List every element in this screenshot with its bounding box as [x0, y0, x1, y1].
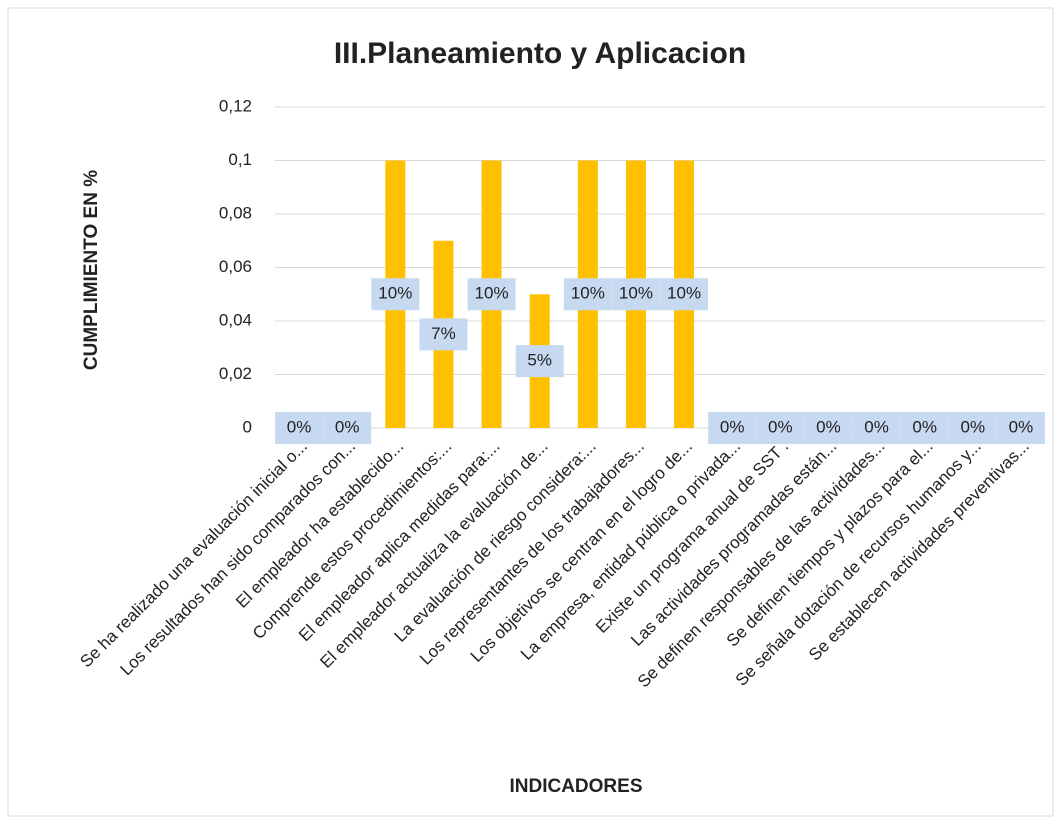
y-tick-label: 0,08: [219, 203, 252, 222]
data-label: 10%: [571, 284, 605, 303]
data-label: 10%: [667, 284, 701, 303]
data-label-box: [611, 278, 660, 311]
data-label-box: [660, 278, 709, 311]
data-label: 0%: [287, 417, 312, 436]
y-tick-label: 0,04: [219, 310, 252, 329]
data-label-box: [323, 412, 372, 444]
y-tick-label: 0,1: [228, 150, 252, 169]
data-label: 10%: [475, 284, 509, 303]
data-label: 0%: [1009, 417, 1034, 436]
data-label: 0%: [816, 417, 841, 436]
data-label: 0%: [720, 417, 745, 436]
data-label: 0%: [335, 417, 360, 436]
chart-title: III.Planeamiento y Aplicacion: [334, 37, 746, 70]
x-axis-label: INDICADORES: [509, 776, 642, 797]
data-label: 0%: [864, 417, 889, 436]
data-label-box: [900, 412, 949, 444]
data-label-box: [515, 345, 564, 378]
y-axis-label: CUMPLIMIENTO EN %: [81, 170, 102, 370]
data-label-box: [275, 412, 324, 444]
y-tick-label: 0,06: [219, 257, 252, 276]
data-label-box: [804, 412, 853, 444]
data-label: 0%: [961, 417, 986, 436]
data-label: 5%: [527, 351, 552, 370]
data-label: 10%: [378, 284, 412, 303]
data-label-box: [467, 278, 516, 311]
data-label: 10%: [619, 284, 653, 303]
data-label-box: [756, 412, 805, 444]
data-label: 0%: [768, 417, 793, 436]
data-label-box: [371, 278, 420, 311]
data-label-box: [948, 412, 997, 444]
y-tick-label: 0: [243, 417, 252, 436]
y-tick-label: 0,12: [219, 96, 252, 115]
data-label: 7%: [431, 324, 456, 343]
data-label-box: [708, 412, 757, 444]
data-label-box: [419, 318, 468, 351]
data-label-box: [563, 278, 612, 311]
y-tick-label: 0,02: [219, 364, 252, 383]
data-label-box: [996, 412, 1045, 444]
data-label: 0%: [912, 417, 937, 436]
data-label-box: [852, 412, 901, 444]
